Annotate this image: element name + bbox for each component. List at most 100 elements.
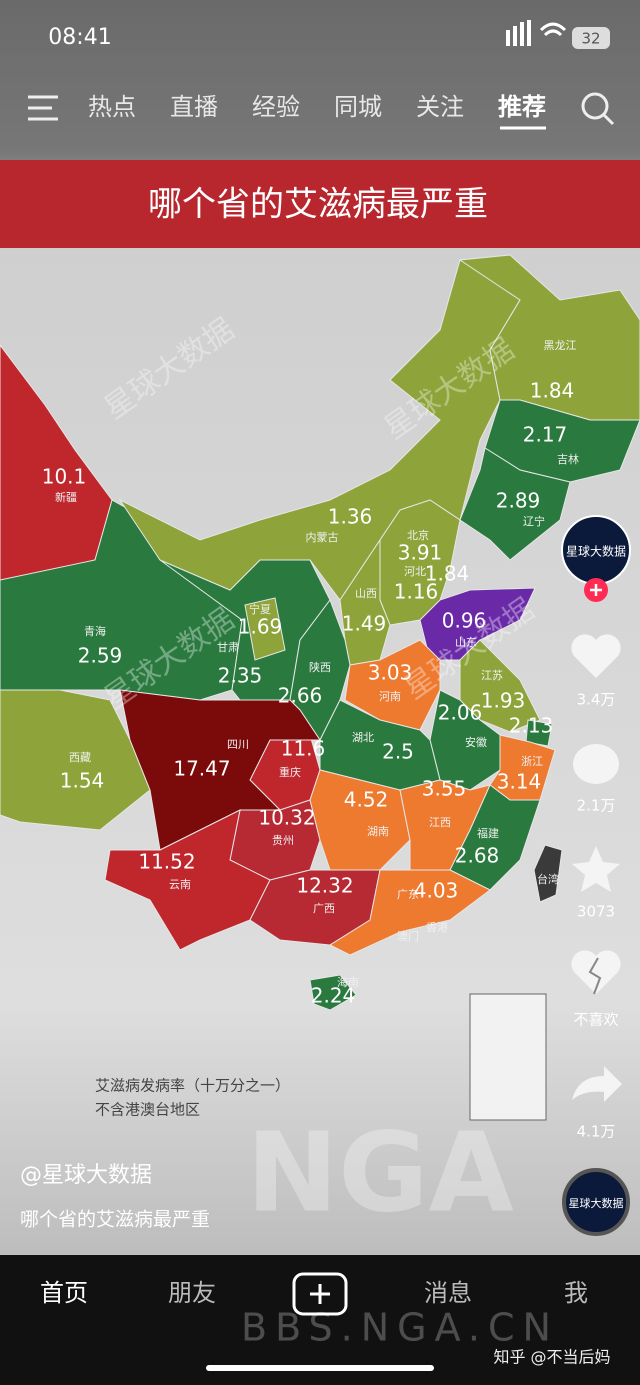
wifi-icon <box>539 22 567 37</box>
province-name: 甘肃 <box>217 641 239 654</box>
tab-messages[interactable]: 消息 <box>424 1279 472 1307</box>
dislike-icon <box>588 957 602 995</box>
province-name: 福建 <box>477 826 499 840</box>
province-value: 2.35 <box>218 664 263 688</box>
legend-text: 不含港澳台地区 <box>95 1101 200 1119</box>
nav-tab[interactable]: 同城 <box>334 93 382 121</box>
province-name: 广东 <box>397 888 419 901</box>
battery-level: 32 <box>581 30 600 48</box>
music-disc[interactable] <box>562 1168 630 1236</box>
watermark: NGA <box>246 1108 513 1236</box>
create-icon <box>310 1284 330 1304</box>
province-name: 香港 <box>426 921 448 934</box>
home-indicator <box>206 1365 434 1371</box>
menu-button[interactable] <box>28 95 58 121</box>
province-name: 辽宁 <box>523 514 545 528</box>
province-value: 2.13 <box>509 714 554 738</box>
province-name: 黑龙江 <box>544 339 577 352</box>
tab-home[interactable]: 首页 <box>40 1279 88 1307</box>
province-name: 江西 <box>429 816 451 829</box>
tab-me[interactable]: 我 <box>564 1279 588 1307</box>
province-name: 四川 <box>227 738 249 751</box>
legend-text: 艾滋病发病率（十万分之一） <box>95 1077 290 1095</box>
province-value: 12.32 <box>296 874 353 898</box>
follow-icon <box>590 584 602 596</box>
search-button[interactable] <box>602 113 615 126</box>
province-name: 山东 <box>455 636 477 649</box>
province <box>309 974 357 1011</box>
province-name: 新疆 <box>55 490 77 504</box>
province-value: 2.89 <box>496 489 541 513</box>
province-value: 2.66 <box>278 684 323 708</box>
province-name: 湖北 <box>352 731 374 744</box>
zhihu-watermark: 知乎 @不当后妈 <box>493 1348 610 1367</box>
banner <box>0 160 640 248</box>
signal-icon <box>520 22 524 46</box>
create-button[interactable] <box>292 1272 348 1316</box>
province <box>459 447 571 561</box>
province <box>328 869 491 956</box>
tab-friends[interactable]: 朋友 <box>168 1279 216 1307</box>
province-value: 10.1 <box>42 465 87 489</box>
province <box>104 809 271 951</box>
province-value: 1.69 <box>238 615 283 639</box>
signal-icon <box>506 30 510 46</box>
province-value: 1.16 <box>394 580 439 604</box>
province-name: 青海 <box>84 624 106 638</box>
avatar-text: 星球大数据 <box>566 544 626 559</box>
province-name: 河北 <box>404 565 426 578</box>
province-value: 1.84 <box>425 562 470 586</box>
share-button[interactable] <box>572 1066 622 1102</box>
comment-count: 2.1万 <box>577 797 616 815</box>
province-value: 10.32 <box>258 806 315 830</box>
province-name: 海南 <box>337 975 359 989</box>
province-name: 云南 <box>169 878 191 891</box>
top-nav: 热点 直播 经验 同城 关注 推荐 <box>88 93 546 130</box>
nav-tab[interactable]: 推荐 <box>498 93 546 121</box>
province-value: 1.54 <box>60 769 105 793</box>
author-name[interactable]: @星球大数据 <box>20 1163 152 1188</box>
nav-tab[interactable]: 关注 <box>416 93 464 121</box>
province-name: 贵州 <box>272 834 294 847</box>
province <box>244 597 286 661</box>
province-name: 安徽 <box>465 735 487 749</box>
province <box>525 719 553 747</box>
province-value: 2.68 <box>455 844 500 868</box>
province-value: 11.52 <box>138 850 195 874</box>
province-name: 内蒙古 <box>306 530 339 544</box>
like-button[interactable] <box>571 634 621 678</box>
province-value: 2.24 <box>311 984 356 1008</box>
province-name: 澳门 <box>397 929 419 943</box>
province-name: 浙江 <box>521 755 543 768</box>
signal-icon <box>527 20 531 46</box>
province-value: 0.96 <box>442 609 487 633</box>
favorite-button[interactable] <box>572 846 620 892</box>
province-name: 北京 <box>407 528 429 542</box>
share-count: 4.1万 <box>577 1123 616 1141</box>
search-button[interactable] <box>581 92 609 120</box>
province-name: 重庆 <box>279 765 301 779</box>
nav-tab[interactable]: 经验 <box>252 93 300 121</box>
nav-tab[interactable]: 直播 <box>170 93 218 121</box>
province-value: 4.52 <box>344 788 389 812</box>
province-value: 1.84 <box>530 379 575 403</box>
like-count: 3.4万 <box>577 691 616 709</box>
favorite-count: 3073 <box>577 903 615 921</box>
province-name: 陕西 <box>309 660 331 674</box>
province-value: 2.59 <box>78 644 123 668</box>
disc-text: 星球大数据 <box>569 1196 624 1210</box>
province-value: 3.55 <box>422 777 467 801</box>
province-value: 4.03 <box>414 879 459 903</box>
province-value: 1.93 <box>481 689 526 713</box>
dislike-button[interactable] <box>571 950 621 994</box>
comment-button[interactable] <box>573 744 619 784</box>
province-name: 江苏 <box>481 669 503 682</box>
province-value: 11.6 <box>281 737 326 761</box>
nav-tab[interactable]: 热点 <box>88 93 136 121</box>
inset-map <box>469 993 547 1121</box>
bottom-nav <box>0 1255 640 1385</box>
province <box>533 844 563 903</box>
province-name: 河南 <box>379 690 401 703</box>
